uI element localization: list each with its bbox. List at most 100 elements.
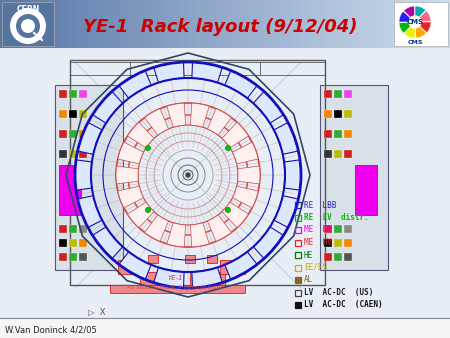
Bar [69,90,77,98]
Bar [68,0,76,48]
Bar [79,150,87,158]
Bar [172,0,181,48]
Bar [324,150,332,158]
Bar [278,0,286,48]
Bar [394,2,448,46]
Circle shape [10,8,46,44]
Bar [55,85,123,270]
Bar [240,0,248,48]
Bar [442,0,450,48]
Bar [79,239,87,247]
Wedge shape [404,22,415,38]
Bar [344,110,352,118]
Bar [79,253,87,261]
Bar [70,60,325,285]
Bar [202,0,211,48]
Polygon shape [233,186,258,208]
Bar [59,130,67,138]
Circle shape [409,16,421,28]
Bar [334,225,342,233]
Bar [330,0,338,48]
Bar [98,0,106,48]
Bar [344,90,352,98]
Polygon shape [153,62,184,82]
Wedge shape [404,6,415,22]
Bar [345,0,354,48]
Text: HE: HE [304,250,313,260]
Bar [324,130,332,138]
Bar [323,0,331,48]
Bar [60,0,68,48]
Polygon shape [225,252,257,280]
Bar [225,0,234,48]
Bar [390,0,399,48]
Text: YE-1  Rack layout (9/12/04): YE-1 Rack layout (9/12/04) [83,18,357,36]
Bar [382,0,391,48]
Text: RE  LBB: RE LBB [304,200,337,210]
Bar [143,0,151,48]
Polygon shape [225,70,257,98]
Bar [2,2,54,46]
Bar [158,0,166,48]
Text: CERN: CERN [16,5,40,15]
Polygon shape [77,122,102,154]
Bar [180,0,189,48]
Bar [188,0,196,48]
Bar [344,130,352,138]
Polygon shape [190,223,209,247]
Bar [190,272,225,288]
Text: EE/ES: EE/ES [304,263,327,272]
Bar [45,0,54,48]
Bar [355,165,377,215]
Bar [210,0,219,48]
Bar [135,0,144,48]
Polygon shape [274,122,298,154]
Wedge shape [399,22,415,33]
Bar [248,0,256,48]
Bar [69,130,77,138]
Bar [53,0,61,48]
Polygon shape [119,70,151,98]
Bar [59,239,67,247]
Polygon shape [222,202,248,228]
Bar [30,0,39,48]
Wedge shape [415,11,431,22]
Bar [165,0,174,48]
Polygon shape [153,267,184,288]
Bar [255,0,264,48]
Circle shape [225,145,230,150]
Bar [295,302,301,308]
Text: CMS: CMS [407,40,423,45]
Bar [295,277,301,283]
Text: AL: AL [304,275,313,285]
Bar [420,0,428,48]
Polygon shape [118,186,144,208]
Bar [37,0,46,48]
Text: LV  AC-DC  (US): LV AC-DC (US) [304,288,374,297]
Bar [233,0,241,48]
Polygon shape [233,142,258,164]
Circle shape [145,208,150,213]
Wedge shape [415,22,431,33]
Bar [397,0,406,48]
Bar [352,0,361,48]
Circle shape [225,208,230,213]
Bar [344,150,352,158]
Polygon shape [77,196,102,227]
Bar [112,0,121,48]
Bar [292,0,301,48]
Polygon shape [192,62,222,82]
Bar [334,130,342,138]
Bar [127,0,136,48]
Bar [413,0,421,48]
Bar [185,255,195,263]
Text: CMS: CMS [406,19,423,25]
Bar [59,165,81,215]
Bar [338,0,346,48]
Polygon shape [274,196,298,227]
Bar [324,239,332,247]
Text: W.Van Doninck 4/2/05: W.Van Doninck 4/2/05 [5,325,97,335]
Bar [334,150,342,158]
Bar [295,252,301,258]
Polygon shape [167,223,185,247]
